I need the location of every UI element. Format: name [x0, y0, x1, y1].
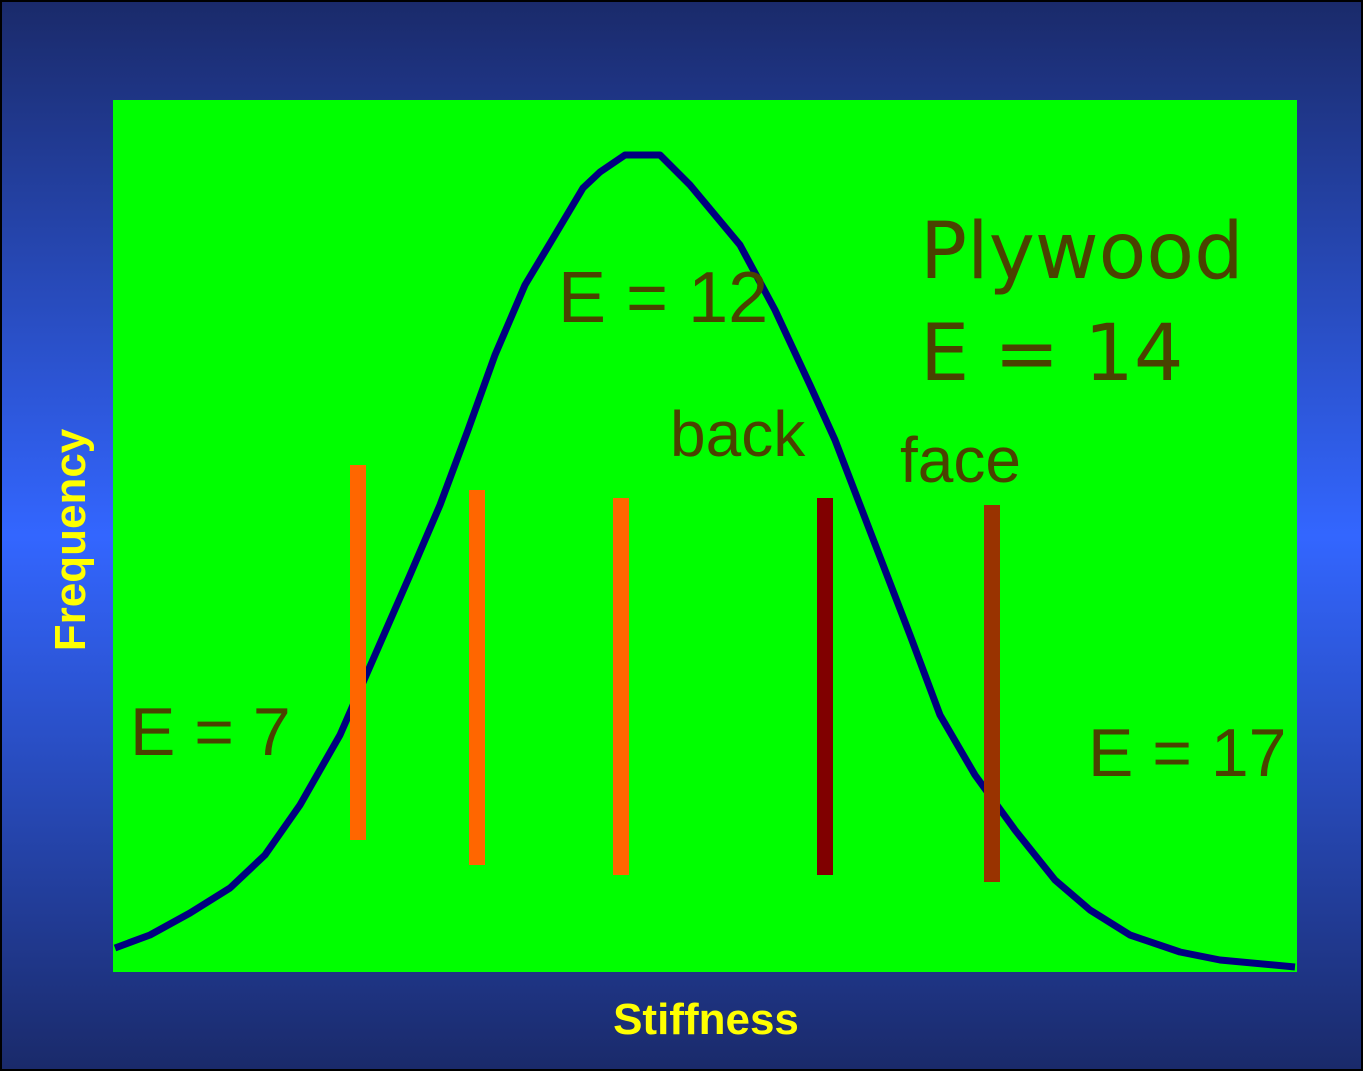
x-axis-label: Stiffness: [613, 995, 799, 1044]
annotation: face: [900, 424, 1021, 496]
ply-bar: [984, 505, 1000, 882]
ply-bar: [817, 498, 833, 875]
plywood-title: Plywood: [920, 207, 1244, 297]
annotation: E = 17: [1088, 715, 1287, 791]
distribution-curve: [113, 151, 1296, 971]
ply-bar: [350, 465, 366, 840]
ply-bar: [469, 490, 485, 865]
y-axis-label: Frequency: [46, 428, 95, 651]
plywood-value: E = 14: [920, 309, 1183, 399]
annotation: E = 7: [130, 694, 291, 770]
annotation: E = 12: [558, 258, 768, 338]
plot-area: [113, 100, 1297, 972]
annotation: back: [670, 398, 806, 470]
ply-bar: [613, 498, 629, 875]
